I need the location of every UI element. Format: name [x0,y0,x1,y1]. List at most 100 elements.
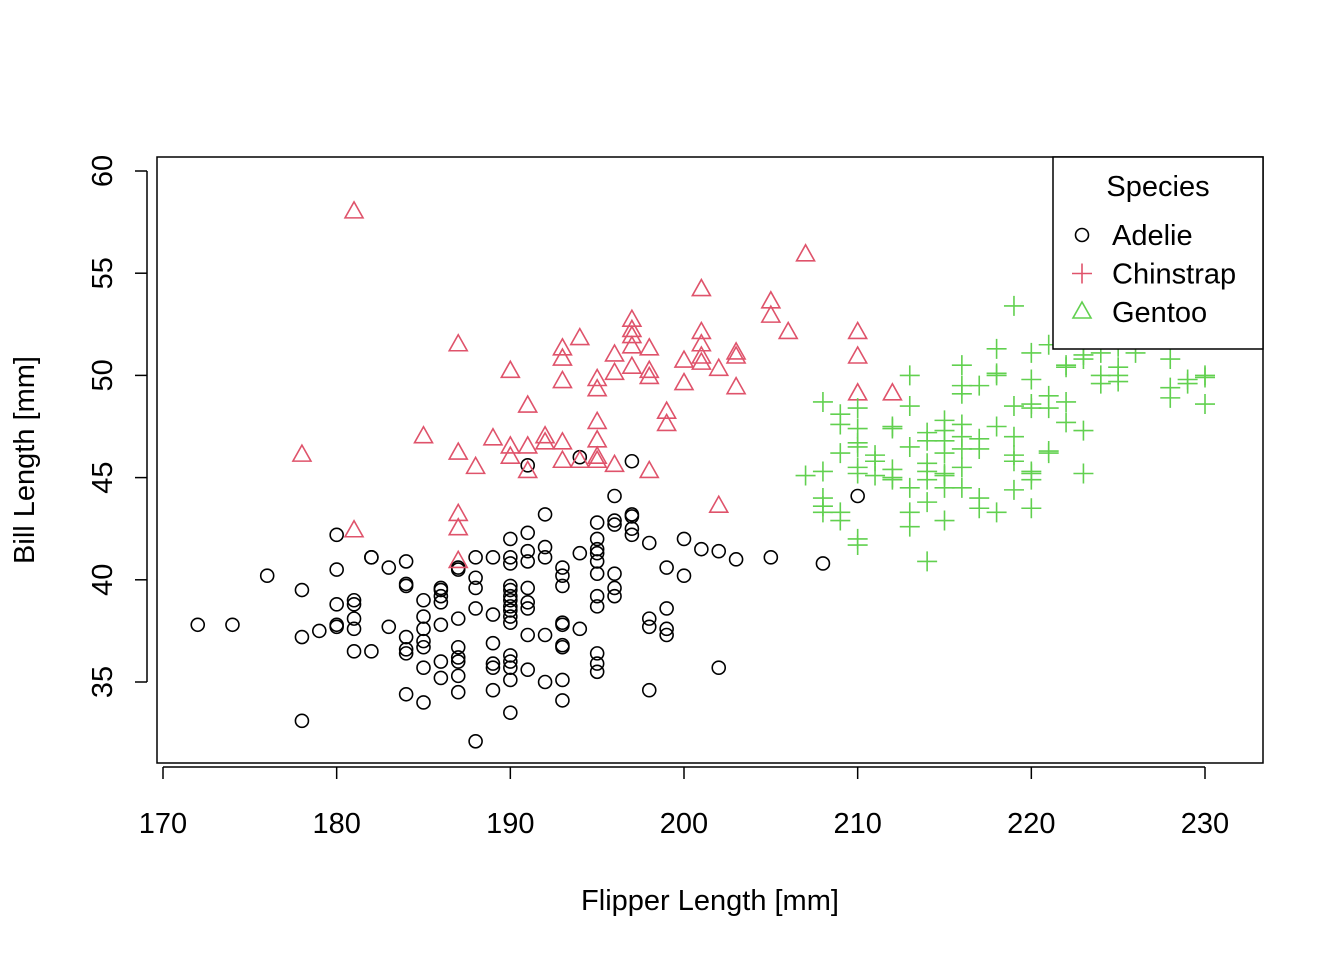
legend-label-adelie: Adelie [1112,220,1193,252]
point-chinstrap [586,367,608,387]
point-gentoo [1003,479,1024,500]
point-gentoo [1021,369,1042,390]
point-adelie [607,588,622,604]
point-gentoo [1021,342,1042,363]
point-gentoo [917,492,938,513]
legend-label-chinstrap: Chinstrap [1112,259,1236,291]
point-adelie [381,619,397,635]
point-adelie [850,488,865,504]
point-adelie [520,554,536,569]
point-gentoo [847,436,868,457]
point-chinstrap [586,378,608,397]
point-chinstrap [517,459,539,479]
point-gentoo [1056,357,1077,378]
point-adelie [450,562,466,577]
point-adelie [520,525,536,541]
point-gentoo [951,457,972,478]
point-gentoo [865,445,886,466]
y-tick-label: 35 [87,666,119,698]
point-gentoo [1090,373,1111,394]
point-adelie [503,615,518,631]
point-adelie [329,597,344,612]
point-chinstrap [690,277,712,297]
point-adelie [294,713,310,729]
point-adelie [346,644,362,659]
point-adelie [468,580,483,596]
point-chinstrap [604,343,625,362]
point-adelie [381,560,397,575]
point-adelie [537,539,553,555]
point-adelie [416,695,431,710]
point-gentoo [865,465,886,486]
point-chinstrap [517,435,539,454]
point-adelie [398,554,414,569]
point-adelie [346,592,362,608]
x-tick-label: 220 [1007,808,1055,840]
point-adelie [346,611,362,626]
point-chinstrap [604,453,625,473]
point-adelie [433,654,449,669]
point-adelie [485,607,501,622]
point-gentoo [986,338,1007,359]
x-tick-label: 180 [312,808,360,840]
point-adelie [537,507,553,522]
point-adelie [641,682,657,698]
point-chinstrap [447,517,469,536]
point-gentoo [1021,469,1042,490]
point-gentoo [830,443,851,464]
point-gentoo [1021,398,1042,419]
point-adelie [450,668,466,684]
y-tick-label: 60 [87,155,119,187]
point-gentoo [1177,369,1198,390]
point-adelie [589,531,605,547]
point-chinstrap [343,519,365,538]
point-chinstrap [499,435,521,454]
point-gentoo [917,551,938,572]
point-gentoo [1160,349,1181,370]
point-adelie [503,531,518,547]
point-adelie [555,578,570,594]
point-chinstrap [534,431,556,450]
point-gentoo [847,463,868,484]
y-axis: 35 40 45 50 55 60 [87,155,148,698]
x-tick-label: 210 [833,808,881,840]
point-chinstrap [638,359,660,379]
point-adelie [659,627,674,643]
point-adelie [503,672,518,688]
point-adelie [815,556,831,571]
point-gentoo [934,477,955,498]
plot-frame [156,156,1264,764]
legend-symbol-adelie [1074,227,1090,243]
point-gentoo [847,535,868,556]
point-chinstrap [656,412,678,432]
point-adelie [659,621,674,637]
point-adelie [450,611,466,626]
point-gentoo [951,477,972,498]
point-gentoo [1160,387,1181,408]
point-adelie [520,458,536,473]
point-adelie [607,488,622,504]
x-tick-label: 200 [660,808,708,840]
legend-symbol-gentoo [1071,300,1093,319]
point-adelie [520,662,536,678]
point-adelie [398,578,414,594]
point-adelie [398,641,414,657]
point-gentoo [812,391,833,412]
point-adelie [589,545,605,561]
point-gentoo [795,465,816,486]
point-chinstrap [447,333,469,352]
point-chinstrap [638,337,660,356]
point-chinstrap [586,410,608,430]
point-chinstrap [586,449,608,469]
point-chinstrap [552,369,573,389]
point-gentoo [934,510,955,531]
point-gentoo [899,477,920,498]
point-chinstrap [586,429,608,448]
point-gentoo [951,355,972,376]
point-adelie [624,527,640,543]
point-chinstrap [795,243,816,262]
point-gentoo [899,365,920,386]
point-adelie [416,609,431,624]
point-chinstrap [621,324,643,344]
point-gentoo [951,383,972,404]
